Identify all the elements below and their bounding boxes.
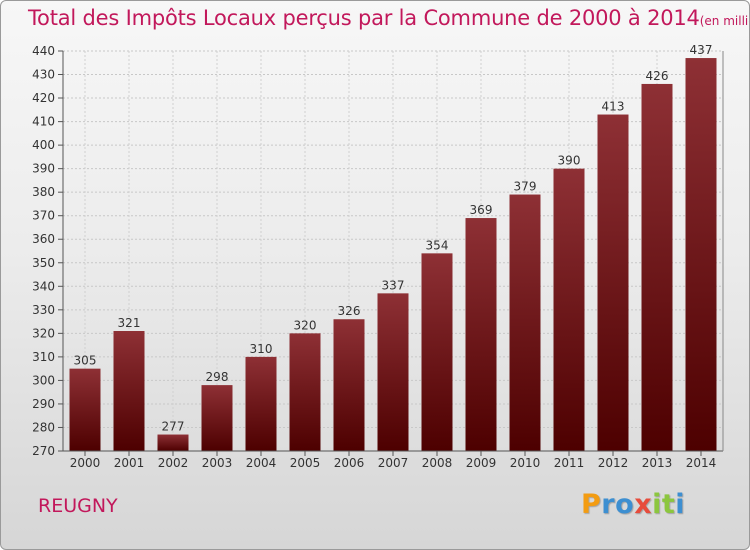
chart-title: Total des Impôts Locaux perçus par la Co… (28, 6, 749, 30)
chart-title-text: Total des Impôts Locaux perçus par la Co… (28, 6, 700, 30)
bar-value-label: 310 (250, 342, 273, 356)
x-tick-label: 2005 (290, 456, 321, 470)
bar-2012 (597, 114, 629, 451)
bar-2010 (509, 194, 541, 451)
bar-2013 (641, 83, 673, 452)
x-tick-label: 2001 (114, 456, 145, 470)
bar-value-label: 326 (338, 304, 361, 318)
y-tick-label: 440 (32, 44, 55, 58)
bar-value-label: 379 (514, 180, 537, 194)
bar-value-label: 437 (690, 43, 713, 57)
bar-value-label: 354 (426, 238, 449, 252)
bar-2000 (69, 368, 101, 451)
x-tick-label: 2011 (554, 456, 585, 470)
logo-letter: P (581, 489, 602, 520)
x-tick-label: 2013 (642, 456, 673, 470)
logo-letter: x (634, 489, 653, 520)
y-tick-label: 360 (32, 232, 55, 246)
y-tick-label: 370 (32, 209, 55, 223)
logo-letter: o (615, 489, 635, 520)
x-tick-label: 2000 (70, 456, 101, 470)
chart-unit-label: (en milliers d'€) (699, 14, 749, 28)
bar-2007 (377, 293, 409, 451)
bar-value-label: 413 (602, 100, 625, 114)
bar-value-label: 305 (74, 354, 97, 368)
y-tick-label: 390 (32, 162, 55, 176)
bar-value-label: 277 (162, 420, 185, 434)
y-tick-label: 330 (32, 303, 55, 317)
bar-value-label: 321 (118, 316, 141, 330)
y-tick-label: 420 (32, 91, 55, 105)
bar-2014 (685, 58, 717, 451)
y-tick-label: 340 (32, 279, 55, 293)
logo-letter: r (601, 489, 616, 520)
y-tick-label: 300 (32, 373, 55, 387)
bar-value-label: 369 (470, 203, 493, 217)
bar-2004 (245, 356, 277, 451)
x-tick-label: 2002 (158, 456, 189, 470)
x-tick-label: 2006 (334, 456, 365, 470)
bar-value-label: 320 (294, 318, 317, 332)
logo-letter: i (675, 489, 686, 520)
y-tick-label: 380 (32, 185, 55, 199)
bar-value-label: 337 (382, 278, 405, 292)
bar-2006 (333, 319, 365, 451)
x-tick-label: 2014 (686, 456, 717, 470)
y-tick-label: 430 (32, 68, 55, 82)
logo-letter: t (661, 489, 676, 520)
bar-2001 (113, 331, 145, 451)
bar-2002 (157, 434, 189, 451)
x-tick-label: 2012 (598, 456, 629, 470)
bar-value-label: 390 (558, 154, 581, 168)
x-tick-label: 2008 (422, 456, 453, 470)
x-tick-label: 2009 (466, 456, 497, 470)
x-tick-label: 2007 (378, 456, 409, 470)
bar-2008 (421, 253, 453, 451)
logo-letter: i (652, 489, 662, 520)
y-tick-label: 350 (32, 256, 55, 270)
x-tick-label: 2010 (510, 456, 541, 470)
bar-2009 (465, 218, 497, 451)
y-tick-label: 280 (32, 420, 55, 434)
x-tick-label: 2004 (246, 456, 277, 470)
y-tick-label: 310 (32, 350, 55, 364)
y-tick-label: 290 (32, 397, 55, 411)
bar-2011 (553, 168, 585, 451)
y-tick-label: 400 (32, 138, 55, 152)
y-tick-label: 410 (32, 115, 55, 129)
bar-2003 (201, 385, 233, 451)
bar-value-label: 426 (646, 69, 669, 83)
commune-name: REUGNY (38, 495, 118, 517)
y-tick-label: 320 (32, 326, 55, 340)
x-tick-label: 2003 (202, 456, 233, 470)
bar-value-label: 298 (206, 370, 229, 384)
bar-2005 (289, 333, 321, 451)
proxiti-logo: Proxiti (581, 489, 685, 520)
y-tick-label: 270 (32, 444, 55, 458)
